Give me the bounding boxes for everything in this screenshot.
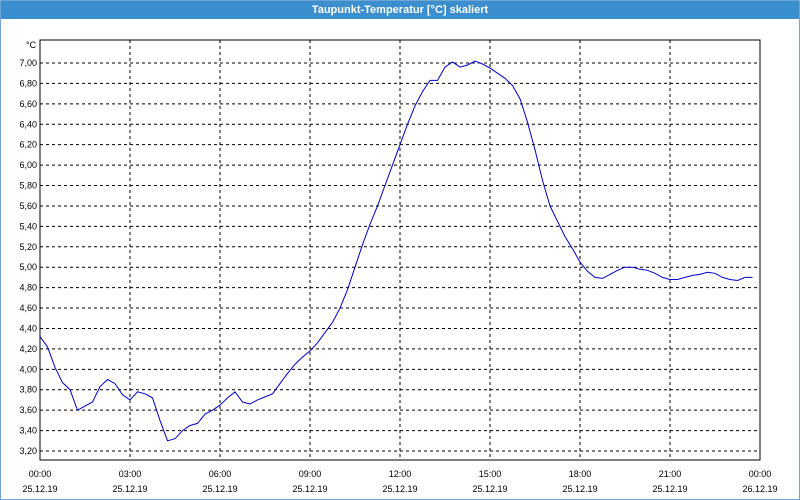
x-tick-time: 00:00: [749, 469, 772, 479]
y-tick-label: 5,60: [19, 201, 37, 211]
x-tick-date: 25.12.19: [112, 484, 147, 494]
x-tick-date: 25.12.19: [292, 484, 327, 494]
y-tick-label: 6,40: [19, 119, 37, 129]
x-tick-labels: 00:00 25.12.19 03:00 25.12.19 06:00 25.12.19 0…: [22, 469, 777, 494]
x-tick-date: 25.12.19: [382, 484, 417, 494]
x-tick-time: 21:00: [659, 469, 682, 479]
y-tick-label: 4,20: [19, 344, 37, 354]
x-tick-time: 00:00: [29, 469, 52, 479]
x-tick-date: 25.12.19: [652, 484, 687, 494]
y-unit-label: °C: [26, 40, 37, 50]
y-tick-label: 4,00: [19, 364, 37, 374]
y-tick-label: 3,60: [19, 405, 37, 415]
y-tick-label: 3,80: [19, 385, 37, 395]
x-tick-date: 26.12.19: [742, 484, 777, 494]
x-tick-date: 25.12.19: [562, 484, 597, 494]
series-line: [39, 60, 753, 442]
y-tick-label: 5,80: [19, 181, 37, 191]
y-tick-label: 6,80: [19, 78, 37, 88]
x-tick-time: 18:00: [569, 469, 592, 479]
plot-border: [39, 39, 761, 461]
y-tick-label: 3,20: [19, 446, 37, 456]
x-tick-time: 12:00: [389, 469, 412, 479]
x-tick-time: 15:00: [479, 469, 502, 479]
y-tick-label: 5,20: [19, 242, 37, 252]
x-tick-time: 06:00: [209, 469, 232, 479]
chart-title: Taupunkt-Temperatur [°C] skaliert: [1, 1, 799, 19]
x-tick-time: 09:00: [299, 469, 322, 479]
y-tick-label: 6,20: [19, 140, 37, 150]
x-tick-date: 25.12.19: [202, 484, 237, 494]
y-tick-label: 3,40: [19, 426, 37, 436]
y-tick-label: 4,80: [19, 283, 37, 293]
x-tick-date: 25.12.19: [22, 484, 57, 494]
y-tick-label: 4,40: [19, 323, 37, 333]
y-tick-label: 4,60: [19, 303, 37, 313]
y-tick-label: 6,60: [19, 99, 37, 109]
y-tick-label: 5,00: [19, 262, 37, 272]
y-tick-labels: 7,00 6,80 6,60 6,40 6,20 6,00 5,80 5,60 5,40 5,20…: [19, 58, 37, 456]
y-tick-label: 6,00: [19, 160, 37, 170]
x-tick-date: 25.12.19: [472, 484, 507, 494]
x-tick-time: 03:00: [119, 469, 142, 479]
y-tick-label: 5,40: [19, 221, 37, 231]
y-tick-label: 7,00: [19, 58, 37, 68]
grid-lines: [40, 40, 760, 460]
